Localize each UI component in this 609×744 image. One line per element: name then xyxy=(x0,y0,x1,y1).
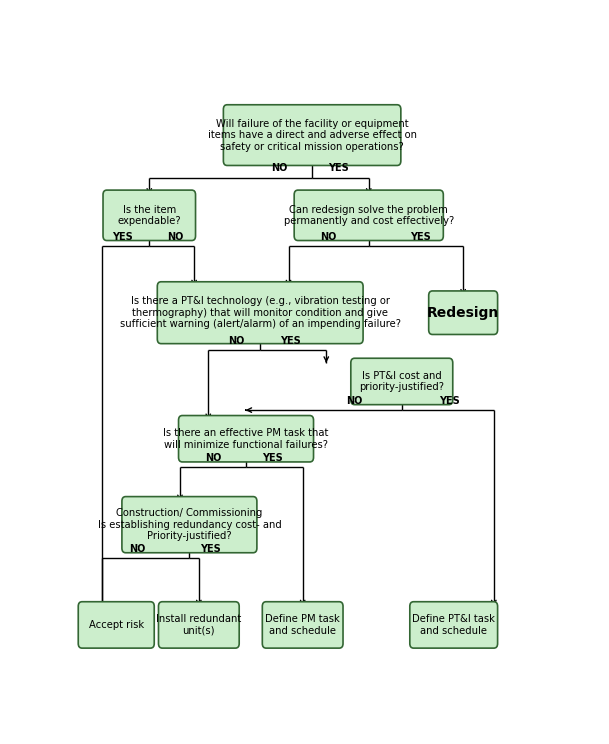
Text: YES: YES xyxy=(200,544,221,554)
Text: Redesign: Redesign xyxy=(427,306,499,320)
Text: NO: NO xyxy=(205,453,221,464)
Text: Is the item
expendable?: Is the item expendable? xyxy=(118,205,181,226)
Text: Is there a PT&I technology (e.g., vibration testing or
thermography) that will m: Is there a PT&I technology (e.g., vibrat… xyxy=(120,296,401,330)
Text: YES: YES xyxy=(112,232,133,243)
Text: NO: NO xyxy=(228,336,245,346)
Text: Define PM task
and schedule: Define PM task and schedule xyxy=(266,614,340,635)
FancyBboxPatch shape xyxy=(78,602,154,648)
Text: YES: YES xyxy=(410,232,431,243)
FancyBboxPatch shape xyxy=(224,105,401,165)
Text: NO: NO xyxy=(320,232,337,243)
FancyBboxPatch shape xyxy=(294,190,443,240)
FancyBboxPatch shape xyxy=(178,416,314,462)
FancyBboxPatch shape xyxy=(122,496,257,553)
FancyBboxPatch shape xyxy=(158,602,239,648)
FancyBboxPatch shape xyxy=(351,359,452,405)
Text: Install redundant
unit(s): Install redundant unit(s) xyxy=(157,614,241,635)
FancyBboxPatch shape xyxy=(262,602,343,648)
Text: YES: YES xyxy=(281,336,301,346)
FancyBboxPatch shape xyxy=(429,291,498,335)
Text: Can redesign solve the problem
permanently and cost effectively?: Can redesign solve the problem permanent… xyxy=(284,205,454,226)
Text: Accept risk: Accept risk xyxy=(89,620,144,630)
Text: YES: YES xyxy=(328,164,348,173)
Text: Will failure of the facility or equipment
items have a direct and adverse effect: Will failure of the facility or equipmen… xyxy=(208,118,417,152)
Text: YES: YES xyxy=(262,453,283,464)
Text: NO: NO xyxy=(271,164,287,173)
Text: Is there an effective PM task that
will minimize functional failures?: Is there an effective PM task that will … xyxy=(163,428,329,449)
Text: YES: YES xyxy=(438,396,459,406)
Text: Is PT&I cost and
priority-justified?: Is PT&I cost and priority-justified? xyxy=(359,371,445,392)
Text: Construction/ Commissioning
Is establishing redundancy cost- and
Priority-justif: Construction/ Commissioning Is establish… xyxy=(97,508,281,542)
Text: NO: NO xyxy=(129,544,146,554)
Text: NO: NO xyxy=(167,232,183,243)
FancyBboxPatch shape xyxy=(157,282,363,344)
FancyBboxPatch shape xyxy=(410,602,498,648)
FancyBboxPatch shape xyxy=(103,190,195,240)
Text: NO: NO xyxy=(347,396,363,406)
Text: Define PT&I task
and schedule: Define PT&I task and schedule xyxy=(412,614,495,635)
